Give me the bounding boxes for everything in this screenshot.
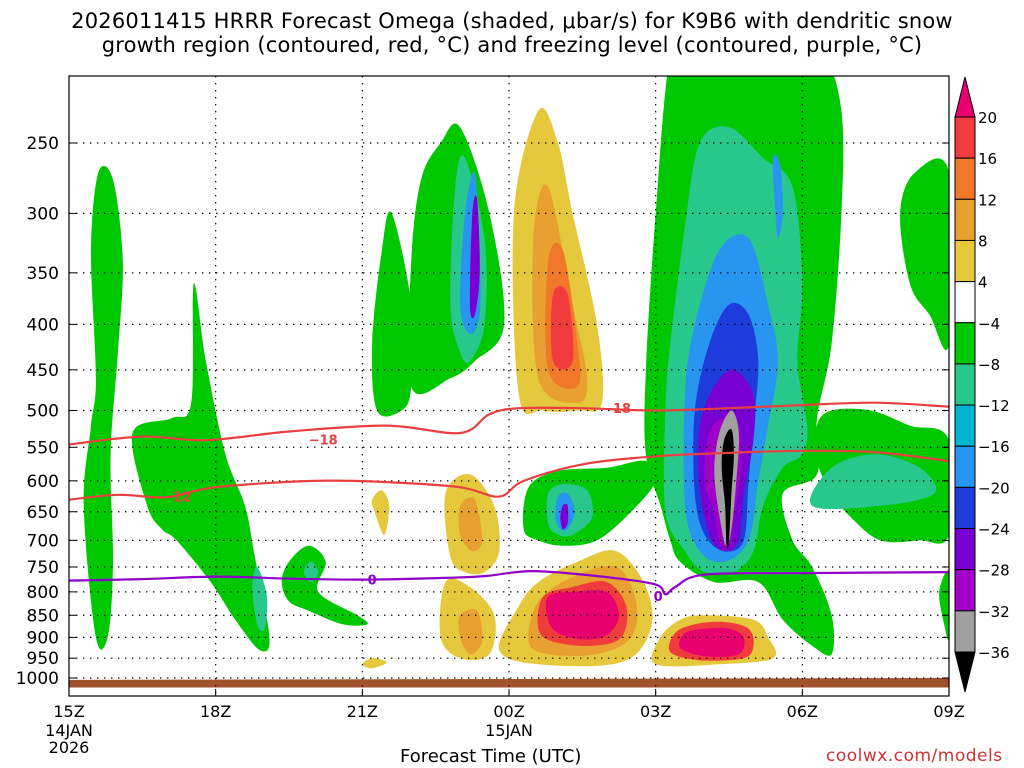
colorbar-label--8: −8: [978, 356, 1000, 374]
omega-region-purple-03z: [560, 503, 569, 530]
y-tick-label-500: 500: [27, 402, 59, 422]
omega-region-red-02z: [550, 285, 574, 370]
colorbar-swatch-0: [954, 116, 976, 159]
y-tick-label-300: 300: [27, 204, 59, 224]
x-date-label-2026: 2026: [49, 738, 90, 757]
omega-region-yellow-23z-bottom: [362, 658, 387, 669]
omega-region-black-06z: [721, 428, 734, 549]
colorbar-label-4: 4: [978, 274, 988, 292]
x-tick-label-06Z: 06Z: [787, 702, 818, 721]
colorbar-label--36: −36: [978, 644, 1010, 662]
colorbar-label--32: −32: [978, 603, 1010, 621]
omega-region-purple-01z: [469, 195, 480, 319]
y-tick-label-800: 800: [27, 583, 59, 603]
omega-region-teal-mid-left: [252, 566, 268, 632]
contour-label-extra-1: 0: [654, 590, 663, 605]
x-tick-label-18Z: 18Z: [200, 702, 231, 721]
colorbar-label-8: 8: [978, 232, 988, 250]
omega-region-green-mid-left: [131, 283, 270, 652]
colorbar-swatch-4: [954, 281, 976, 324]
x-date-label-14JAN: 14JAN: [45, 721, 93, 740]
x-axis-title: Forecast Time (UTC): [400, 746, 582, 767]
y-tick-label-850: 850: [27, 606, 59, 626]
omega-region-green-21z: [281, 545, 368, 626]
contour-label-dgz-minus18: −18: [309, 433, 338, 448]
contour-freezing-level-0: [69, 569, 949, 596]
omega-region-green-23z: [371, 211, 414, 417]
omega-region-green-08z-lowright: [939, 570, 949, 640]
colorbar-label-12: 12: [978, 191, 997, 209]
contour-label-dgz-minus12: −12: [162, 491, 191, 506]
chart-title-line-2: growth region (contoured, red, °C) and f…: [101, 33, 923, 57]
omega-region-lightorange-01z-bottom: [458, 608, 483, 655]
y-tick-label-350: 350: [27, 264, 59, 284]
y-tick-label-900: 900: [27, 628, 59, 648]
colorbar-label--20: −20: [978, 479, 1010, 497]
colorbar-label--16: −16: [978, 438, 1010, 456]
colorbar-swatch-5: [954, 322, 976, 365]
colorbar-swatch-11: [954, 569, 976, 612]
colorbar-label--24: −24: [978, 521, 1010, 539]
colorbar-label-16: 16: [978, 150, 997, 168]
x-tick-label-15Z: 15Z: [53, 702, 84, 721]
y-tick-label-250: 250: [27, 134, 59, 154]
y-tick-label-950: 950: [27, 649, 59, 669]
y-tick-label-400: 400: [27, 315, 59, 335]
omega-region-blue-06z-top: [772, 154, 783, 239]
colorbar-bottom-arrow: [954, 651, 976, 693]
y-tick-label-550: 550: [27, 438, 59, 458]
colorbar-label--4: −4: [978, 315, 1000, 333]
colorbar-swatch-2: [954, 198, 976, 241]
colorbar-label-20: 20: [978, 109, 997, 127]
x-tick-label-00Z: 00Z: [493, 702, 524, 721]
omega-region-yellow-23z-low: [371, 490, 390, 535]
omega-shading-layer: [69, 76, 949, 688]
contour-label-extra-0: −18: [602, 402, 631, 417]
x-tick-label-21Z: 21Z: [347, 702, 378, 721]
colorbar-swatch-1: [954, 157, 976, 200]
y-tick-label-650: 650: [27, 503, 59, 523]
x-date-label-15JAN: 15JAN: [485, 721, 533, 740]
contour-label-freezing-level-0: 0: [368, 574, 377, 589]
y-axis: 2503003504004505005506006507007508008509…: [16, 134, 949, 689]
contour-dgz-minus12: [69, 449, 949, 501]
colorbar-swatch-12: [954, 610, 976, 653]
omega-region-green-left: [83, 165, 123, 650]
colorbar-label--28: −28: [978, 562, 1010, 580]
colorbar-label--12: −12: [978, 397, 1010, 415]
x-tick-label-03Z: 03Z: [640, 702, 671, 721]
colorbar-swatch-7: [954, 404, 976, 447]
omega-region-ground: [69, 678, 949, 688]
omega-region-teal-07z-right: [809, 454, 937, 510]
contour-layer: −12 −18 0 −18 0: [69, 401, 949, 605]
colorbar-swatch-6: [954, 363, 976, 406]
y-tick-label-1000: 1000: [16, 669, 59, 689]
omega-region-magenta-06z-bottom: [678, 627, 745, 657]
colorbar-top-arrow: [954, 76, 976, 118]
contour-dgz-minus18: [69, 401, 949, 446]
omega-region-green-08z-top: [900, 158, 949, 351]
colorbar-swatch-10: [954, 528, 976, 571]
colorbar: 20 16 12 8 4 −4 −8 −12 −16 −20 −24 −28 −32 −36: [954, 76, 1010, 693]
y-tick-label-700: 700: [27, 531, 59, 551]
y-tick-label-600: 600: [27, 472, 59, 492]
colorbar-swatch-9: [954, 486, 976, 530]
chart-title-line-1: 2026011415 HRRR Forecast Omega (shaded, …: [71, 9, 953, 33]
colorbar-swatch-8: [954, 445, 976, 488]
omega-region-lightorange-01z-low: [458, 497, 483, 552]
y-tick-label-450: 450: [27, 361, 59, 381]
credit-link[interactable]: coolwx.com/models: [826, 746, 1003, 766]
omega-region-magenta-03z: [545, 589, 619, 640]
x-tick-label-09Z: 09Z: [933, 702, 964, 721]
y-tick-label-750: 750: [27, 558, 59, 578]
colorbar-swatch-3: [954, 239, 976, 283]
